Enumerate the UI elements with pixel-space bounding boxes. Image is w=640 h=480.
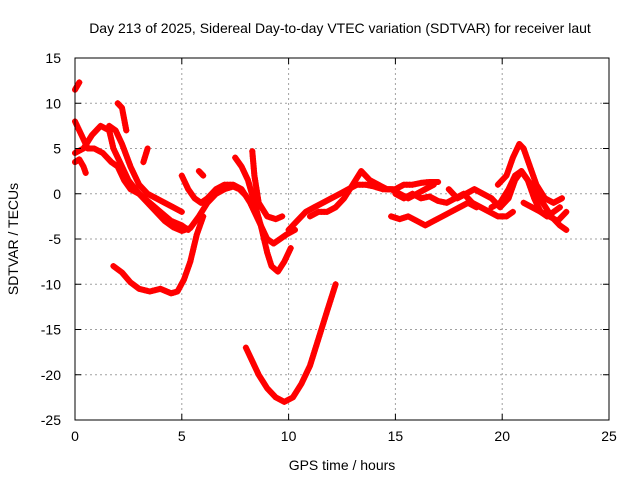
series-line bbox=[72, 79, 83, 93]
y-axis-title: SDTVAR / TECUs bbox=[5, 183, 21, 295]
series-track-15 bbox=[307, 168, 442, 220]
x-axis-title: GPS time / hours bbox=[289, 457, 396, 473]
series-track-12 bbox=[249, 148, 286, 223]
x-tick-label: 0 bbox=[71, 428, 79, 444]
series-markers bbox=[520, 199, 570, 224]
label-layer: 0 5 10 15 20 25 -25 -20 -15 -10 -5 0 5 10 15 bbox=[41, 50, 617, 444]
x-tick-label: 15 bbox=[388, 428, 404, 444]
series-track-6 bbox=[114, 100, 130, 134]
series-track-11 bbox=[232, 154, 294, 275]
series-track-10 bbox=[195, 168, 207, 179]
series-track-17 bbox=[388, 199, 480, 229]
series-markers bbox=[494, 141, 565, 206]
grid-layer bbox=[75, 58, 609, 420]
series-markers bbox=[242, 281, 339, 405]
y-tick-label: -10 bbox=[41, 276, 61, 292]
y-tick-label: 15 bbox=[45, 50, 61, 66]
tick-layer bbox=[74, 57, 610, 421]
y-tick-label: -15 bbox=[41, 322, 61, 338]
series-track-19 bbox=[494, 141, 565, 206]
x-tick-label: 5 bbox=[178, 428, 186, 444]
series-track-13 bbox=[242, 281, 339, 405]
y-tick-label: 5 bbox=[53, 141, 61, 157]
x-tick-label: 10 bbox=[281, 428, 297, 444]
x-tick-label: 20 bbox=[494, 428, 510, 444]
series-layer bbox=[72, 79, 570, 405]
chart-title: Day 213 of 2025, Sidereal Day-to-day VTE… bbox=[89, 20, 591, 36]
y-tick-label: -5 bbox=[49, 231, 62, 247]
series-markers bbox=[140, 145, 151, 166]
y-tick-label: 0 bbox=[53, 186, 61, 202]
series-track-8 bbox=[110, 213, 207, 297]
x-tick-label: 25 bbox=[601, 428, 617, 444]
y-tick-label: 10 bbox=[45, 95, 61, 111]
series-markers bbox=[307, 168, 442, 220]
series-track-5 bbox=[106, 122, 185, 215]
y-tick-label: -20 bbox=[41, 367, 61, 383]
series-markers bbox=[388, 199, 480, 229]
series-markers bbox=[106, 122, 185, 215]
series-markers bbox=[114, 100, 130, 134]
series-markers bbox=[249, 148, 286, 223]
y-tick-label: -25 bbox=[41, 412, 61, 428]
series-track-21 bbox=[520, 199, 570, 224]
series-markers bbox=[110, 213, 207, 297]
series-markers bbox=[195, 168, 207, 179]
series-track-7 bbox=[140, 145, 151, 166]
series-markers bbox=[232, 154, 294, 275]
